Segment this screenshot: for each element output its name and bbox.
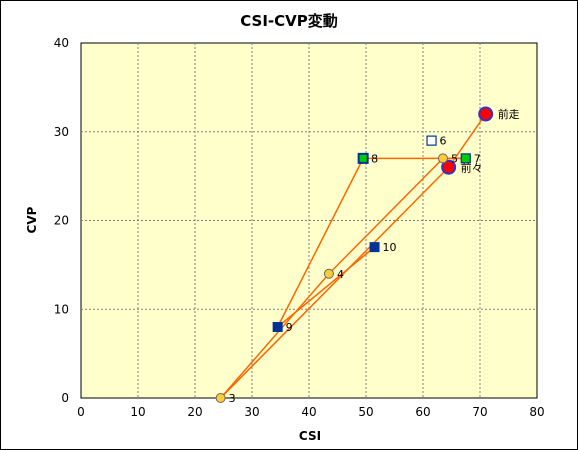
x-tick-label: 30	[244, 405, 259, 419]
y-tick-label: 30	[54, 125, 69, 139]
data-point	[215, 393, 226, 403]
series-line-segment	[276, 158, 364, 328]
point-label: 10	[383, 241, 397, 254]
data-point	[441, 159, 457, 175]
data-point	[369, 242, 380, 253]
point-label: 7	[474, 152, 481, 165]
data-markers	[215, 106, 494, 403]
y-tick-label: 0	[61, 391, 69, 405]
point-label: 8	[371, 152, 378, 165]
y-tick-label: 20	[54, 214, 69, 228]
series-line-segment	[220, 273, 330, 399]
x-tick-label: 40	[301, 405, 316, 419]
data-point	[478, 106, 494, 122]
chart-title: CSI-CVP変動	[240, 12, 338, 30]
x-axis-ticks: 0 10 20 30 40 50 60 70 80	[77, 405, 544, 419]
data-point	[357, 152, 369, 164]
x-axis-label: CSI	[299, 429, 321, 443]
point-label: 3	[229, 392, 236, 405]
series-line-segment	[277, 246, 376, 328]
x-tick-label: 80	[529, 405, 544, 419]
point-label: 前々	[461, 160, 483, 174]
series-line-segment	[328, 157, 444, 275]
y-tick-label: 40	[54, 36, 69, 50]
x-tick-label: 70	[472, 405, 487, 419]
point-label: 6	[440, 135, 447, 148]
series-lines	[220, 113, 487, 399]
data-point	[323, 268, 334, 279]
point-label: 9	[286, 321, 293, 334]
data-point	[437, 153, 448, 164]
point-label: 前走	[498, 107, 520, 121]
y-axis-ticks: 0 10 20 30 40	[54, 36, 69, 405]
x-tick-label: 10	[130, 405, 145, 419]
grid-lines	[81, 43, 537, 398]
point-label: 4	[337, 268, 344, 281]
y-tick-label: 10	[54, 302, 69, 316]
x-tick-label: 50	[358, 405, 373, 419]
x-tick-label: 60	[415, 405, 430, 419]
data-point	[426, 135, 437, 146]
point-label: 5	[451, 152, 458, 165]
series-line-segment	[220, 166, 450, 399]
x-tick-label: 0	[77, 405, 85, 419]
y-axis-label: CVP	[25, 206, 39, 233]
data-point	[272, 322, 283, 332]
x-tick-label: 20	[187, 405, 202, 419]
data-point	[460, 153, 471, 164]
